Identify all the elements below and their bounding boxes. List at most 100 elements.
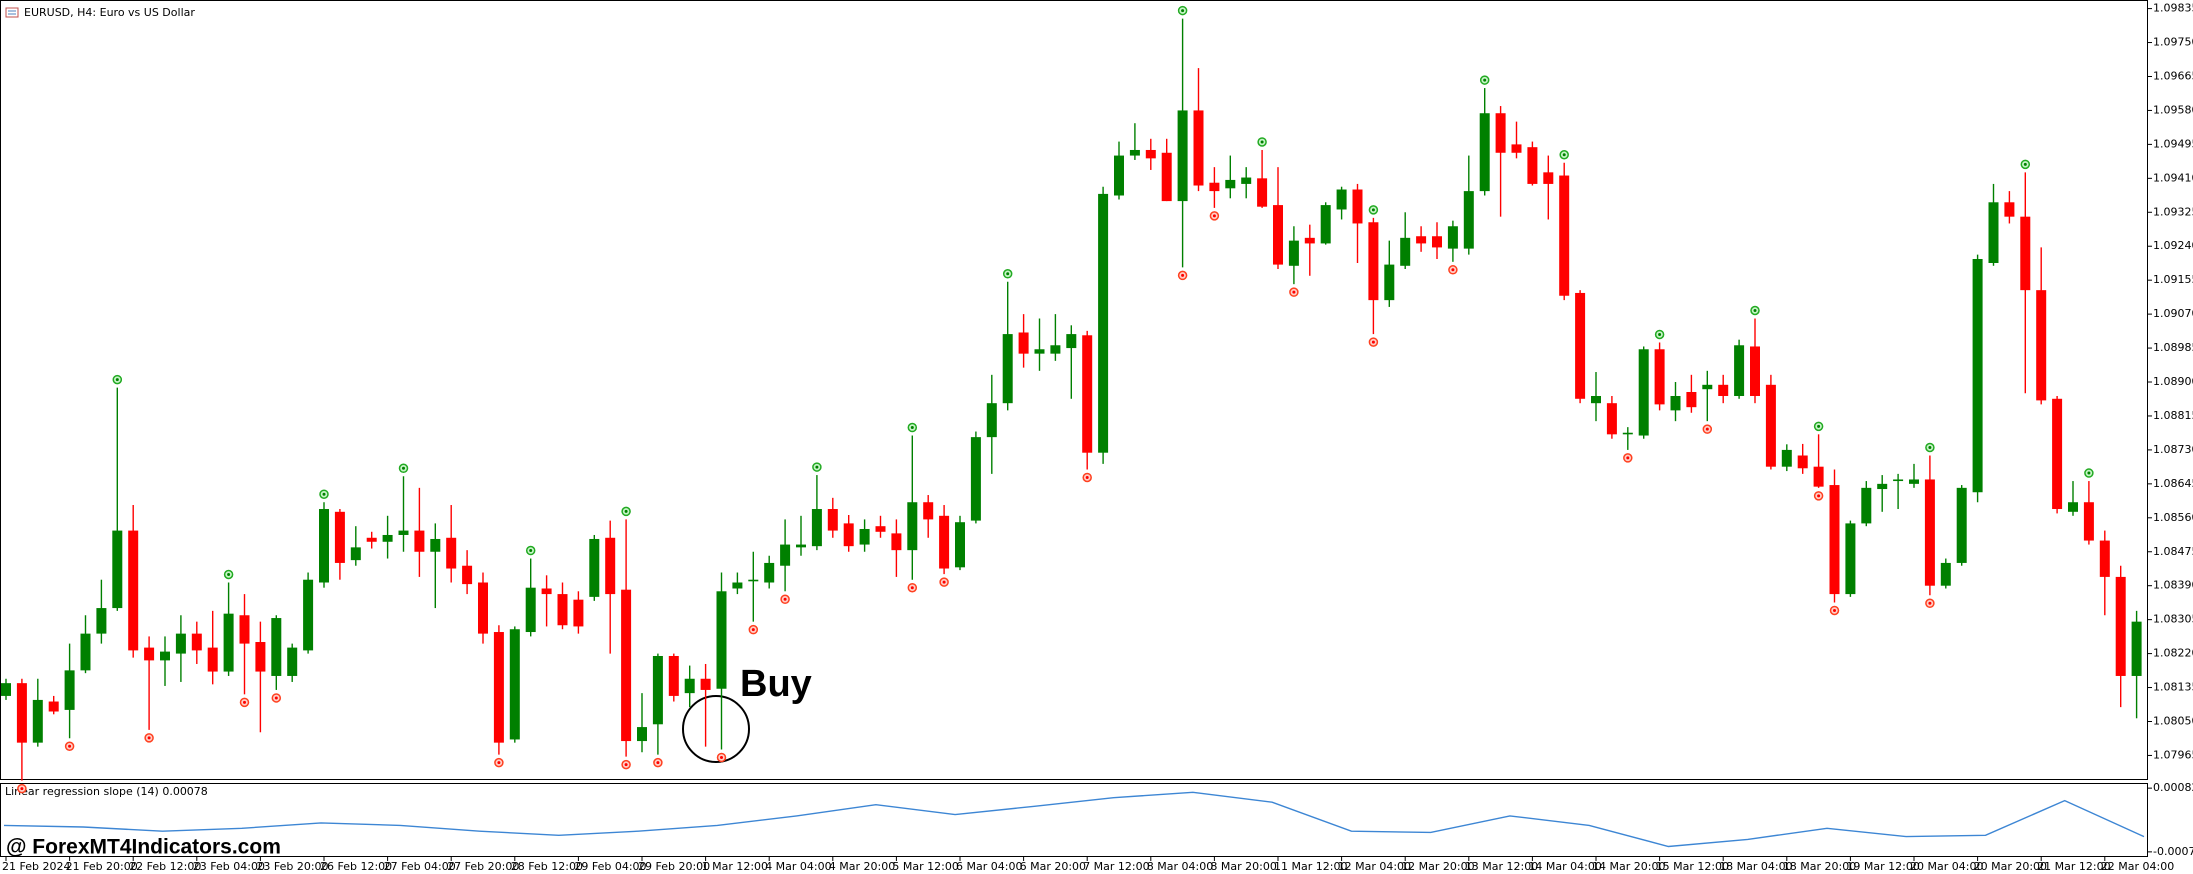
y-tick-label: 1.09495 [2153,137,2193,150]
indicator-title: Linear regression slope (14) 0.00078 [5,785,208,798]
candle-body [1591,395,1601,404]
x-tick-label: 12 Mar 20:00 [1401,860,1474,873]
signal-low-dot [243,700,246,704]
candle-body [1670,395,1681,411]
y-tick-label: 0.00082 [2153,781,2193,794]
candle-body [748,579,759,582]
y-tick-label: 1.08645 [2153,477,2193,490]
candle-body [1988,202,1999,263]
annotation: Buy [740,663,812,705]
candle-body [716,591,727,689]
candle-body [1718,384,1729,396]
candle-body [1082,335,1093,453]
signal-low-dot [1085,475,1089,479]
candle-body [509,629,520,740]
candle-body [1956,487,1967,563]
signal-high-dot [1260,140,1264,144]
y-tick-label: 1.09665 [2153,69,2193,82]
candle-body [557,594,568,626]
candle-body [2052,398,2063,510]
x-tick-label: 22 Feb 12:00 [129,860,201,873]
candle-body [970,437,981,521]
x-tick-label: 21 Feb 20:00 [66,860,138,873]
candle-body [1654,349,1665,405]
y-tick-label: 1.09410 [2153,171,2193,184]
candle-body [811,509,822,547]
candle-body [2068,502,2078,512]
candle-body [398,530,409,535]
candle-body [303,579,314,651]
signal-low-dot [20,787,24,791]
signal-low-dot [1705,427,1709,431]
candle-body [1368,222,1379,301]
candle-body [939,515,950,569]
candle-body [1241,177,1252,184]
signal-high-dot [1483,78,1487,82]
candle-body [1066,334,1077,349]
candle-body [796,544,806,548]
candle-body [112,530,123,609]
candle-body [319,509,329,583]
candle-body [80,633,91,671]
y-tick-label: 1.08135 [2153,681,2193,694]
y-tick-label: 1.08475 [2153,545,2193,558]
x-tick-label: 7 Mar 12:00 [1083,860,1149,873]
signal-low-dot [1817,494,1821,498]
candle-body [1209,182,1220,192]
y-tick-label: 1.08050 [2153,714,2193,727]
signal-low-dot [942,580,946,584]
x-tick-label: 1 Mar 12:00 [702,860,768,873]
candle-body [589,538,600,597]
candle-body [1384,264,1395,301]
signal-low-dot [1212,214,1216,218]
y-tick-label: 1.09155 [2153,273,2193,286]
price-pane [0,0,2148,780]
signal-low-dot [720,755,723,759]
candle-body [1750,346,1760,396]
candle-body [1559,175,1570,296]
candle-body [1972,259,1983,493]
signal-low-dot [910,586,914,590]
candle-body [478,582,488,634]
y-tick-label: 1.08220 [2153,647,2193,660]
signal-high-dot [815,465,819,469]
x-tick-label: 4 Mar 04:00 [765,860,831,873]
x-tick-label: 26 Feb 12:00 [320,860,392,873]
candle-body [525,587,536,633]
signal-high-dot [910,426,914,430]
x-tick-label: 19 Mar 12:00 [1846,860,1919,873]
candle-body [732,582,743,589]
candle-body [1829,485,1840,595]
y-tick-label: 1.08305 [2153,613,2193,626]
candle-body [1193,110,1204,186]
y-tick-label: -0.00072 [2153,845,2193,858]
candle-body [652,655,663,725]
candle-body [1177,110,1188,202]
candle-body [160,651,170,661]
candle-body [1432,236,1442,248]
candle-body [430,538,441,552]
candle-body [955,522,965,568]
candle-body [1,683,11,696]
x-tick-label: 23 Feb 04:00 [193,860,265,873]
signal-low-dot [68,744,72,748]
candle-body [1781,449,1792,467]
signal-high-dot [115,378,119,382]
candle-body [223,613,234,672]
candle-body [1034,349,1045,354]
candle-body [2004,202,2015,217]
x-tick-label: 18 Mar 20:00 [1783,860,1856,873]
candle-body [1686,391,1697,408]
symbol-icon [5,7,19,18]
candle-body [191,633,202,651]
candle-body [1797,455,1808,469]
candle-body [843,523,854,547]
x-tick-label: 11 Mar 12:00 [1274,860,1347,873]
candle-body [986,403,997,438]
candle-body [621,589,632,742]
candle-body [541,588,552,595]
candle-body [637,727,647,742]
signal-high-dot [1006,272,1010,276]
y-tick-label: 1.08390 [2153,579,2193,592]
candle-body [875,526,886,532]
